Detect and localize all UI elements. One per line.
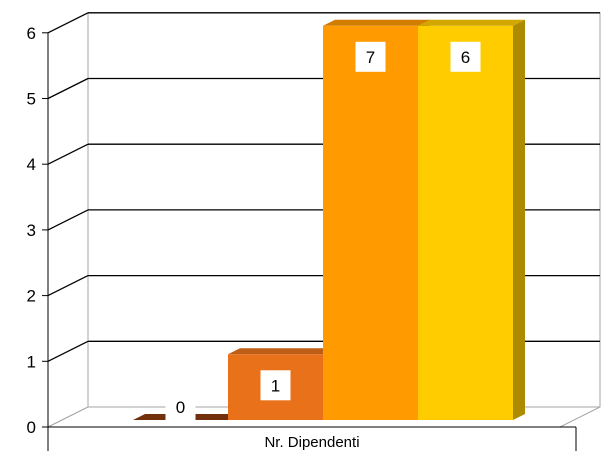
x-axis: Nr. Dipendenti [47,426,577,451]
bars [133,19,525,421]
bar-top [323,19,430,26]
y-tick-label: 3 [27,221,36,240]
gridline-side [47,12,89,34]
bar-side [513,19,525,421]
data-label: 0 [165,392,196,422]
data-label-text: 6 [461,48,470,67]
data-labels: 0 1 7 6 [165,41,481,422]
data-label: 1 [260,370,291,401]
gridline-side [47,143,89,165]
bar [323,19,430,421]
data-label: 6 [450,41,481,72]
data-label-box [450,41,481,72]
y-tick-label: 5 [27,90,36,109]
bar-front [323,25,418,421]
bar [418,19,525,421]
bar-top [418,19,525,26]
gridline-side [47,209,89,231]
data-label-box [355,41,386,72]
y-tick-label: 6 [27,24,36,43]
gridline-side [47,77,89,100]
y-tick-label: 2 [27,287,36,306]
y-tick-label: 4 [27,155,36,174]
gridline-side [47,340,89,362]
data-label-text: 0 [176,398,185,417]
y-tick-label: 1 [27,352,36,371]
y-axis: 0 1 2 3 4 5 6 [27,24,49,437]
data-label-text: 1 [271,376,280,395]
gridline-side [47,275,89,297]
data-label-text: 7 [366,48,375,67]
data-label-box [260,370,291,401]
y-tick-label: 0 [27,418,36,437]
category-label: Nr. Dipendenti [264,434,359,451]
bar-front [418,25,513,421]
data-label-box [165,392,196,422]
data-label: 7 [355,41,386,72]
bar-top [228,348,335,355]
